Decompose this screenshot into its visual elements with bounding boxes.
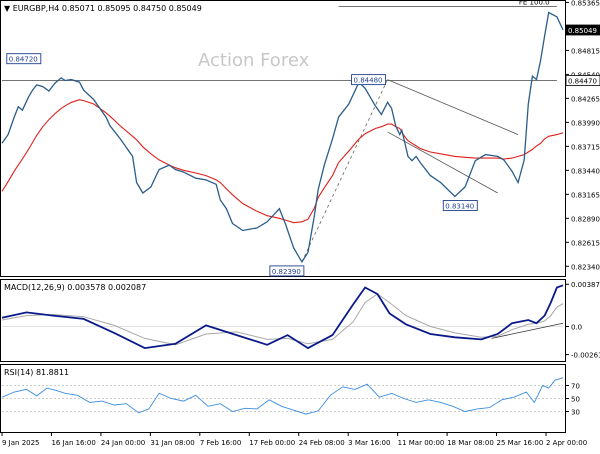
overlay-layer <box>2 5 564 339</box>
x-axis-label: 24 Jan 00:00 <box>101 439 145 447</box>
fe-label: FE 100.0 <box>519 0 550 6</box>
x-axis-label: 11 Mar 00:00 <box>398 439 445 447</box>
price-axis-label: 0.82890 <box>571 215 600 223</box>
macd-signal-line <box>1 293 564 346</box>
price-axis-label: 0.82615 <box>571 239 600 247</box>
macd-line <box>1 284 564 350</box>
x-axis-label: 2 Apr 00:00 <box>546 439 587 447</box>
swing-label: 0.84480 <box>354 77 383 85</box>
price-pane-frame <box>0 0 566 277</box>
swing-label: 0.84720 <box>9 56 38 64</box>
swing-label-box <box>6 53 42 65</box>
macd-axis-label: 0.0 <box>571 323 582 331</box>
price-axis-label: 0.83440 <box>571 167 600 175</box>
price-axis-label: 0.83165 <box>571 191 600 199</box>
channel-lower-line <box>387 131 498 194</box>
rsi-axis-label: 50 <box>571 396 580 404</box>
macd-axis-label: 0.003873 <box>571 281 600 289</box>
x-axis-label: 25 Mar 16:00 <box>497 439 544 447</box>
price-tag <box>565 75 600 86</box>
rsi-line <box>1 377 564 415</box>
price-axis-label: 0.83715 <box>571 143 600 151</box>
chart-header: ▼ EURGBP,H4 0.85071 0.85095 0.84750 0.85… <box>4 4 202 13</box>
price-axis-label: 0.84815 <box>571 47 600 55</box>
x-axis-label: 9 Jan 2025 <box>2 439 40 447</box>
price-tag-text: 0.85049 <box>568 27 597 35</box>
price-line <box>1 11 564 264</box>
rsi-axis-label: 30 <box>571 409 580 417</box>
x-axis-label: 7 Feb 16:00 <box>200 439 241 447</box>
price-axis-label: 0.83990 <box>571 119 600 127</box>
swing-label-box <box>442 200 478 211</box>
macd-axis-label: -0.002612 <box>571 352 600 360</box>
series-layer <box>1 11 564 415</box>
price-axis-label: 0.82340 <box>571 263 600 271</box>
macd-title: MACD(12,26,9) 0.003578 0.002087 <box>4 283 146 292</box>
macd-pane-frame <box>0 279 566 362</box>
label-layer: 0.85049 0.84470 0.84720 0.82390 0.84480 0.831… <box>6 0 600 277</box>
swing-label-box <box>351 74 387 86</box>
price-tag-text: 0.84470 <box>568 77 597 85</box>
x-axis-label: 24 Feb 08:00 <box>299 439 345 447</box>
x-axis-label: 18 Mar 08:00 <box>447 439 494 447</box>
x-axis-label: 17 Feb 00:00 <box>249 439 295 447</box>
x-axis-label: 16 Jan 16:00 <box>51 439 95 447</box>
moving-average-line <box>1 99 564 224</box>
rsi-title: RSI(14) 81.8811 <box>4 368 69 377</box>
x-axis-label: 31 Jan 08:00 <box>150 439 194 447</box>
price-axis-label: 0.85365 <box>571 0 600 7</box>
channel-upper-line <box>387 79 519 135</box>
macd-trendline <box>491 322 564 339</box>
swing-label: 0.82390 <box>272 268 301 276</box>
price-tag <box>565 24 600 36</box>
rsi-axis-label: 70 <box>571 383 580 391</box>
watermark: Action Forex <box>198 50 310 71</box>
swing-label-box <box>269 265 305 277</box>
x-axis-label: 3 Mar 16:00 <box>348 439 390 447</box>
swing-label: 0.83140 <box>445 203 474 211</box>
price-axis-label: 0.84265 <box>571 95 600 103</box>
